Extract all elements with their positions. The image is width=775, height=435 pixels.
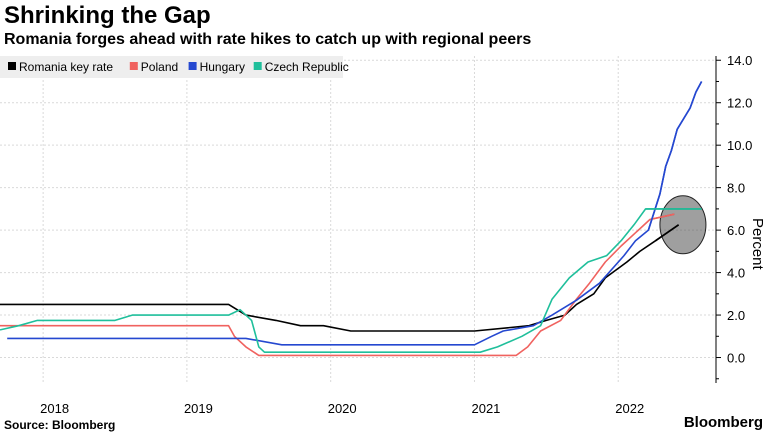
x-tick-label: 2019 <box>184 401 213 416</box>
x-tick-label: 2021 <box>471 401 500 416</box>
legend-swatch <box>8 62 16 70</box>
series-latest-segment <box>655 224 680 242</box>
legend-label: Hungary <box>200 60 245 74</box>
series-latest-segment <box>649 213 675 221</box>
series-line-czech-republic <box>0 208 702 353</box>
source-note: Source: Bloomberg <box>4 418 116 432</box>
y-tick-label: 12.0 <box>727 96 752 111</box>
y-axis-label: Percent <box>749 218 766 270</box>
legend-swatch <box>129 62 138 70</box>
series-latest-segment <box>647 81 703 231</box>
y-tick-label: 6.0 <box>727 223 745 238</box>
x-tick-label: 2018 <box>40 401 69 416</box>
legend-swatch <box>253 62 262 70</box>
y-tick-label: 2.0 <box>727 308 745 323</box>
chart-subtitle: Romania forges ahead with rate hikes to … <box>4 31 532 48</box>
x-tick-label: 2020 <box>328 401 357 416</box>
legend-label: Romania key rate <box>19 60 113 74</box>
x-tick-label: 2022 <box>615 401 644 416</box>
y-tick-label: 8.0 <box>727 181 745 196</box>
series-line-poland <box>0 213 675 357</box>
y-tick-label: 0.0 <box>727 351 745 366</box>
highlight-circle <box>659 195 707 255</box>
legend-background <box>0 56 343 78</box>
y-tick-label: 10.0 <box>727 138 752 153</box>
y-tick-label: 14.0 <box>727 53 752 68</box>
legend: Romania key rate Poland Hungary Czech Repub… <box>0 56 349 78</box>
chart-title: Shrinking the Gap <box>4 2 211 29</box>
bloomberg-logo: Bloomberg <box>683 414 763 431</box>
legend-swatch <box>188 62 197 70</box>
legend-label: Czech Republic <box>265 60 349 74</box>
legend-label: Poland <box>141 60 178 74</box>
y-tick-label: 4.0 <box>727 266 745 281</box>
series-line-hungary <box>7 81 703 346</box>
